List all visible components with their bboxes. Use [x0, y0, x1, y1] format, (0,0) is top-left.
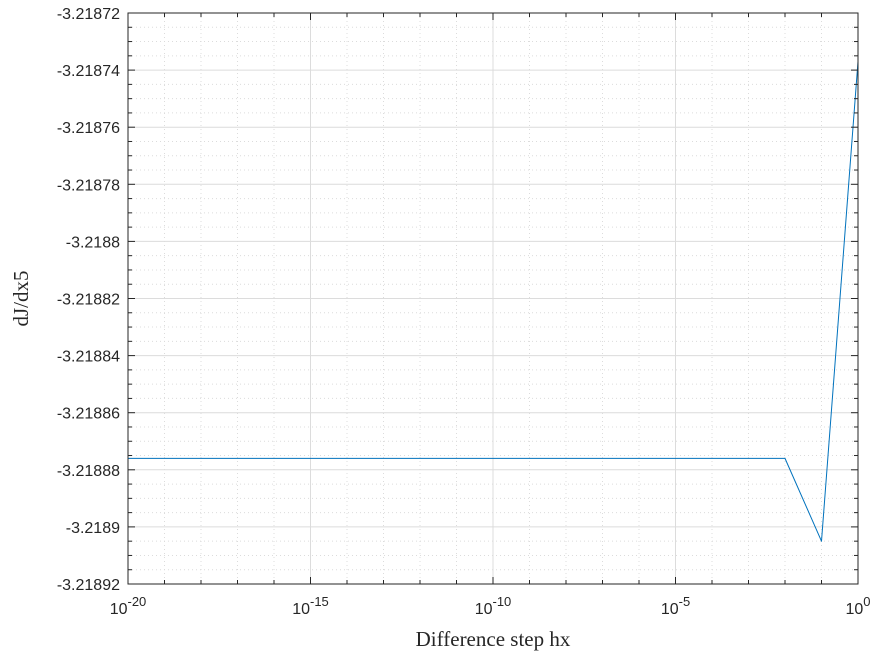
x-tick-labels: 10-20 10-15 10-10 10-5 100: [110, 594, 871, 618]
y-tick-label: -3.21874: [57, 63, 120, 80]
x-axis-label: Difference step hx: [416, 627, 571, 651]
x-tick-label-exponent: -5: [679, 594, 691, 609]
y-tick-label: -3.21882: [57, 292, 120, 309]
y-tick-label: -3.21872: [57, 6, 120, 23]
tick-marks: [127, 12, 859, 585]
x-tick-label-base: 10: [292, 601, 310, 618]
y-tick-label: -3.2188: [66, 234, 120, 251]
y-tick-label: -3.21878: [57, 177, 120, 194]
x-tick-label-exponent: -10: [493, 594, 512, 609]
x-tick-label-base: 10: [110, 601, 128, 618]
y-tick-labels: -3.21872 -3.21874 -3.21876 -3.21878 -3.2188 -…: [57, 6, 120, 594]
series-line: [128, 61, 859, 542]
series-layer: [128, 61, 859, 542]
y-tick-label: -3.21888: [57, 463, 120, 480]
x-tick-label-exponent: -15: [310, 594, 329, 609]
x-tick-label: 10-5: [661, 594, 690, 618]
x-tick-label: 10-20: [110, 594, 147, 618]
x-tick-label-base: 10: [661, 601, 679, 618]
x-tick-label-base: 10: [845, 601, 863, 618]
x-tick-label-exponent: 0: [863, 594, 870, 609]
x-tick-label: 10-15: [292, 594, 329, 618]
x-tick-label-exponent: -20: [128, 594, 147, 609]
y-tick-label: -3.21892: [57, 577, 120, 594]
x-tick-label: 10-10: [475, 594, 512, 618]
y-tick-label: -3.21884: [57, 349, 120, 366]
y-tick-label: -3.21886: [57, 406, 120, 423]
x-tick-label-base: 10: [475, 601, 493, 618]
y-axis-label: dJ/dx5: [9, 270, 33, 326]
y-tick-label: -3.21876: [57, 120, 120, 137]
y-tick-label: -3.2189: [66, 520, 120, 537]
x-tick-label: 100: [845, 594, 870, 618]
